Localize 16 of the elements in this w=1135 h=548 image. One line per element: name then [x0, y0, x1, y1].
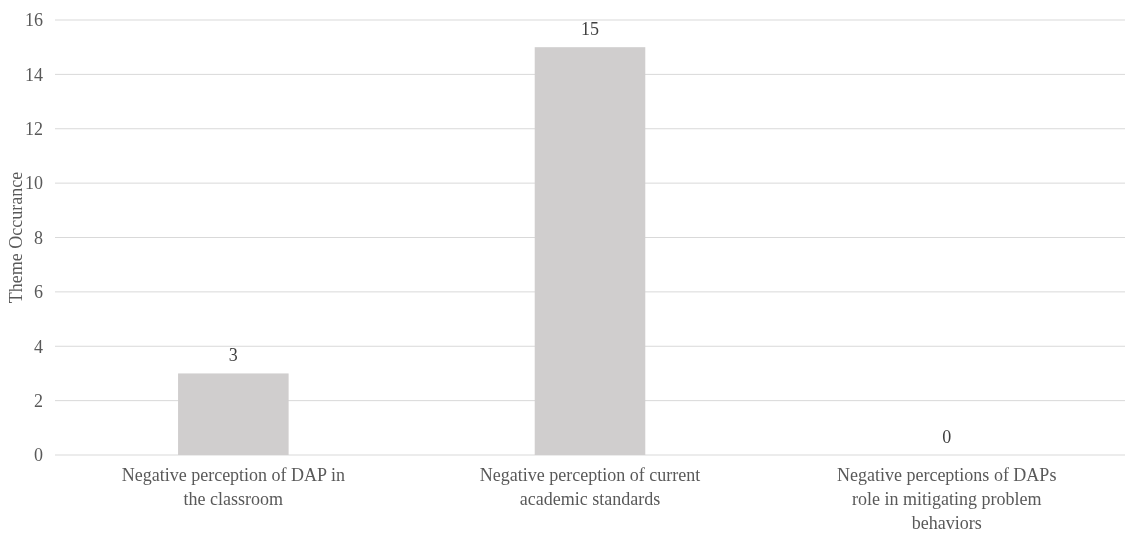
- y-tick-label: 0: [34, 445, 43, 466]
- data-label: 3: [228, 345, 238, 366]
- y-tick-label: 16: [25, 10, 43, 31]
- y-tick-label: 8: [34, 227, 43, 248]
- x-tick-label: Negative perception of DAP in the classroom: [121, 465, 345, 509]
- data-label: 15: [581, 19, 599, 40]
- y-tick-label: 4: [34, 336, 43, 357]
- y-tick-label: 14: [25, 64, 43, 85]
- y-axis-title: Theme Occurance: [6, 171, 26, 304]
- y-tick-label: 10: [25, 173, 43, 194]
- y-tick-label: 2: [34, 390, 43, 411]
- x-tick-label: Negative perception of current academic standards: [479, 465, 701, 509]
- x-tick-label: Negative perceptions of DAPs role in mitigating problem behaviors: [836, 465, 1057, 533]
- data-label: 0: [942, 427, 952, 447]
- y-tick-label: 6: [34, 282, 43, 303]
- y-tick-label: 12: [25, 119, 43, 140]
